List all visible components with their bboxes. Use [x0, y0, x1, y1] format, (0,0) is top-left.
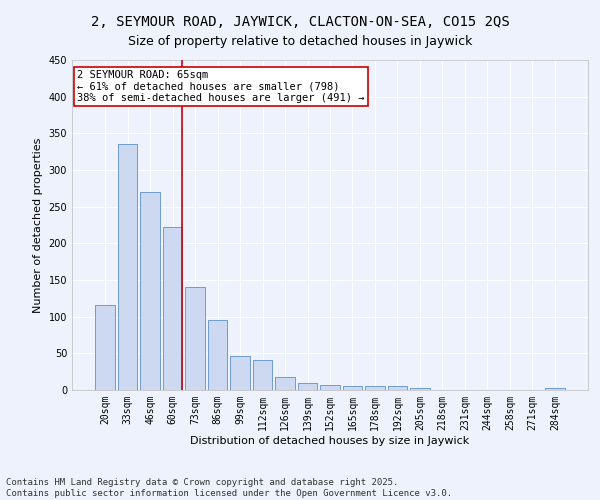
Text: Size of property relative to detached houses in Jaywick: Size of property relative to detached ho… [128, 35, 472, 48]
Bar [343, 386, 362, 390]
Bar [545, 388, 565, 390]
Bar [388, 386, 407, 390]
X-axis label: Distribution of detached houses by size in Jaywick: Distribution of detached houses by size … [190, 436, 470, 446]
Bar [298, 382, 317, 390]
Bar [208, 320, 227, 390]
Bar [140, 192, 160, 390]
Bar [163, 227, 182, 390]
Bar [410, 388, 430, 390]
Text: 2, SEYMOUR ROAD, JAYWICK, CLACTON-ON-SEA, CO15 2QS: 2, SEYMOUR ROAD, JAYWICK, CLACTON-ON-SEA… [91, 15, 509, 29]
Y-axis label: Number of detached properties: Number of detached properties [33, 138, 43, 312]
Bar [320, 385, 340, 390]
Bar [275, 377, 295, 390]
Text: Contains HM Land Registry data © Crown copyright and database right 2025.
Contai: Contains HM Land Registry data © Crown c… [6, 478, 452, 498]
Bar [185, 288, 205, 390]
Text: 2 SEYMOUR ROAD: 65sqm
← 61% of detached houses are smaller (798)
38% of semi-det: 2 SEYMOUR ROAD: 65sqm ← 61% of detached … [77, 70, 365, 103]
Bar [253, 360, 272, 390]
Bar [230, 356, 250, 390]
Bar [118, 144, 137, 390]
Bar [95, 305, 115, 390]
Bar [365, 386, 385, 390]
